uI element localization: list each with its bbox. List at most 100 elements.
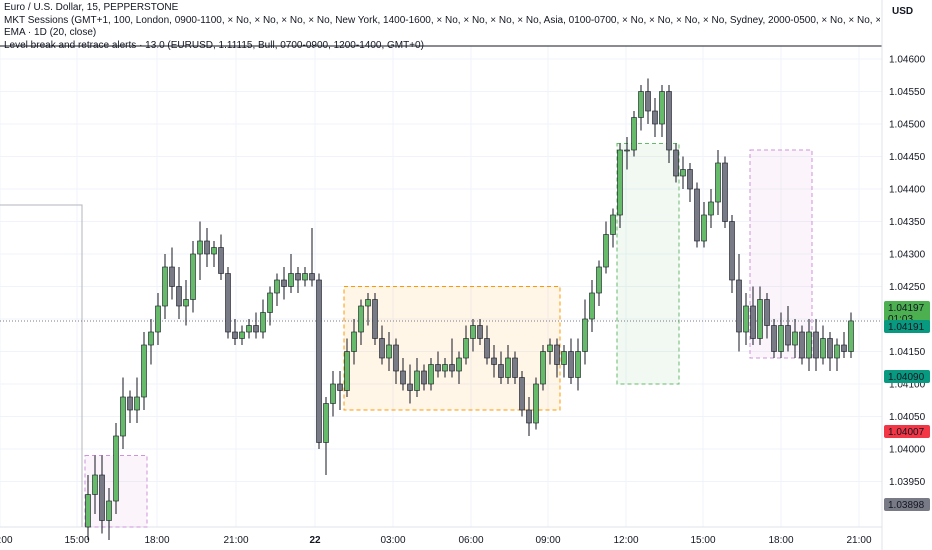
candle-body xyxy=(666,91,672,151)
candle-body xyxy=(624,149,630,152)
y-tick-label: 1.04500 xyxy=(889,120,926,131)
candle-body xyxy=(799,331,805,359)
indicator-level-break[interactable]: Level break and retrace alerts · 13.0 (E… xyxy=(4,39,424,51)
candle-body xyxy=(106,500,112,521)
candle-body xyxy=(477,325,483,339)
x-tick-label: 03:00 xyxy=(380,535,405,546)
candle-body xyxy=(330,383,336,404)
candle-body xyxy=(421,370,427,385)
candle-body xyxy=(631,117,637,151)
indicator-ema[interactable]: EMA · 1D (20, close) xyxy=(4,27,97,38)
candle-body xyxy=(715,162,721,203)
candle-body xyxy=(120,396,126,437)
candle-body xyxy=(519,377,525,411)
x-tick-label: 21:00 xyxy=(846,535,871,546)
indicator-mkt-sessions[interactable]: MKT Sessions (GMT+1, 100, London, 0900-1… xyxy=(4,14,880,26)
candle-body xyxy=(596,266,602,294)
candle-body xyxy=(211,247,217,255)
y-tick-label: 1.04600 xyxy=(889,55,926,66)
candle-body xyxy=(407,383,413,391)
x-tick-label: 15:00 xyxy=(64,535,89,546)
candle-body xyxy=(323,403,329,443)
x-tick-label: 15:00 xyxy=(690,535,715,546)
candle-body xyxy=(652,110,658,125)
price-label-badge xyxy=(884,498,930,511)
price-label-value: 1.04007 xyxy=(888,427,925,438)
candle-body xyxy=(463,338,469,359)
candle-body xyxy=(204,240,210,255)
candle-body xyxy=(197,240,203,255)
candle-body xyxy=(827,338,833,359)
candle-body xyxy=(141,344,147,398)
x-tick-label: 21:00 xyxy=(223,535,248,546)
candle-body xyxy=(267,292,273,313)
candle-body xyxy=(778,325,784,352)
y-tick-label: 1.04100 xyxy=(889,380,926,391)
price-label-badge xyxy=(884,320,930,333)
candle-body xyxy=(757,299,763,339)
candle-body xyxy=(589,292,595,320)
candle-body xyxy=(505,357,511,378)
price-label-value: 1.03898 xyxy=(888,500,925,511)
candle-body xyxy=(722,162,728,222)
candle-body xyxy=(316,279,322,443)
candle-body xyxy=(351,331,357,352)
candle-body xyxy=(393,344,399,372)
chart-legend: Euro / U.S. Dollar, 15, PEPPERSTONE MKT … xyxy=(4,2,880,52)
candle-body xyxy=(134,396,140,411)
candle-body xyxy=(449,364,455,372)
candle-body xyxy=(841,344,847,352)
currency-label[interactable]: USD xyxy=(892,6,914,17)
candle-body xyxy=(218,247,224,274)
candle-body xyxy=(470,325,476,339)
candle-body xyxy=(239,331,245,339)
x-tick-label: 18:00 xyxy=(144,535,169,546)
candle-body xyxy=(680,169,686,177)
candle-body xyxy=(785,325,791,346)
candle-body xyxy=(743,305,749,333)
candle-body xyxy=(540,351,546,385)
candle-body xyxy=(260,312,266,333)
candle-body xyxy=(659,91,665,125)
candle-body xyxy=(792,331,798,346)
y-tick-label: 1.04300 xyxy=(889,250,926,261)
candle-body xyxy=(295,273,301,281)
candle-body xyxy=(813,331,819,359)
candle-body xyxy=(288,273,294,287)
candle-body xyxy=(162,266,168,307)
candle-body xyxy=(155,305,161,333)
price-label-countdown: 01:03 xyxy=(888,314,913,325)
candle-body xyxy=(92,474,98,495)
y-tick-label: 1.04400 xyxy=(889,185,926,196)
candle-body xyxy=(512,357,518,378)
candle-body xyxy=(708,201,714,216)
candle-body xyxy=(582,318,588,352)
x-tick-label: 06:00 xyxy=(458,535,483,546)
candle-body xyxy=(274,279,280,294)
candle-body xyxy=(365,299,371,307)
candle-body xyxy=(533,383,539,424)
candle-body xyxy=(400,370,406,385)
price-label-badge xyxy=(884,425,930,438)
y-tick-label: 1.04050 xyxy=(889,412,926,423)
y-tick-label: 1.04350 xyxy=(889,217,926,228)
symbol-title: Euro / U.S. Dollar, 15, PEPPERSTONE xyxy=(4,2,179,13)
candle-body xyxy=(379,338,385,359)
candle-body xyxy=(386,344,392,359)
candle-body xyxy=(225,273,231,333)
candle-body xyxy=(428,364,434,385)
candle-body xyxy=(344,351,350,391)
y-tick-label: 1.04150 xyxy=(889,347,926,358)
candle-body xyxy=(771,325,777,352)
candle-body xyxy=(617,149,623,216)
candle-body xyxy=(561,351,567,365)
candle-body xyxy=(848,320,854,352)
candle-body xyxy=(85,494,91,528)
candle-body xyxy=(435,364,441,372)
price-label-value: 1.04197 xyxy=(888,303,925,314)
candle-body xyxy=(701,214,707,242)
candle-body xyxy=(183,299,189,307)
candle-body xyxy=(414,370,420,391)
candle-body xyxy=(176,286,182,307)
